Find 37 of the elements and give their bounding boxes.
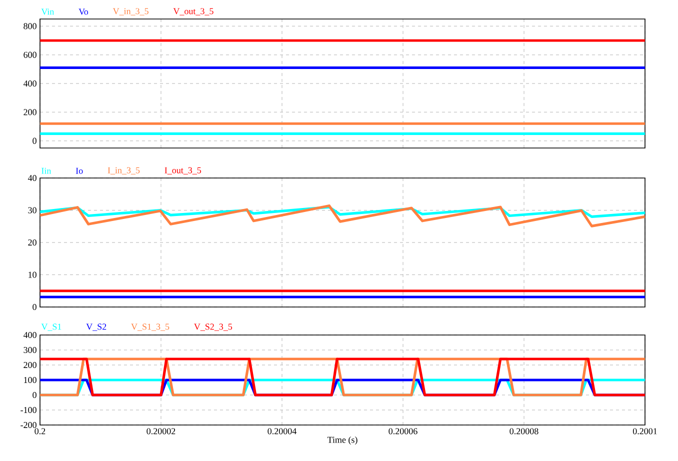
y-tick-label: 600	[24, 52, 36, 58]
text: I_in_3_5	[108, 167, 140, 174]
y-tick-label: 30	[28, 207, 36, 214]
x-axis-title: Time (s)	[327, 436, 358, 445]
y-tick-label: 200	[24, 109, 36, 116]
text: Vin	[41, 8, 54, 15]
y-tick-label: 0	[32, 392, 36, 398]
text: V_S1	[41, 324, 62, 331]
text: V_out_3_5	[173, 8, 214, 16]
text: V_S1_3_5	[131, 324, 170, 331]
y-tick-label: 20	[28, 239, 36, 246]
y-tick-label: 100	[24, 376, 36, 384]
x-tick-label: 0.20006	[388, 428, 418, 434]
y-tick-label: 300	[24, 346, 36, 354]
y-tick-label: -100	[20, 406, 36, 414]
x-tick-label: 0.20008	[510, 428, 538, 434]
text: Vo	[78, 8, 88, 15]
y-tick-label: 400	[23, 332, 36, 338]
y-tick-label: 800	[24, 23, 36, 30]
y-tick-label: 400	[23, 80, 36, 87]
text: V_in_3_5	[112, 8, 148, 16]
y-tick-label: 0	[32, 304, 36, 310]
text: Io	[76, 168, 83, 174]
line-series	[40, 204, 646, 228]
text: Iin	[42, 168, 52, 174]
x-tick-label: 0.20002	[146, 428, 176, 434]
y-tick-label: 10	[28, 272, 36, 278]
text: V_S2	[86, 324, 106, 331]
y-tick-label: -200	[20, 422, 36, 428]
y-tick-label: 40	[28, 174, 36, 182]
y-tick-label: 0	[32, 138, 36, 144]
x-tick-label: 0.2	[34, 428, 46, 434]
text: I_out_3_5	[164, 167, 202, 174]
y-tick-label: 200	[24, 362, 36, 368]
x-tick-label: 0.20004	[268, 428, 296, 434]
text: V_S2_3_5	[194, 324, 232, 331]
x-tick-label: 0.2001	[632, 428, 657, 434]
